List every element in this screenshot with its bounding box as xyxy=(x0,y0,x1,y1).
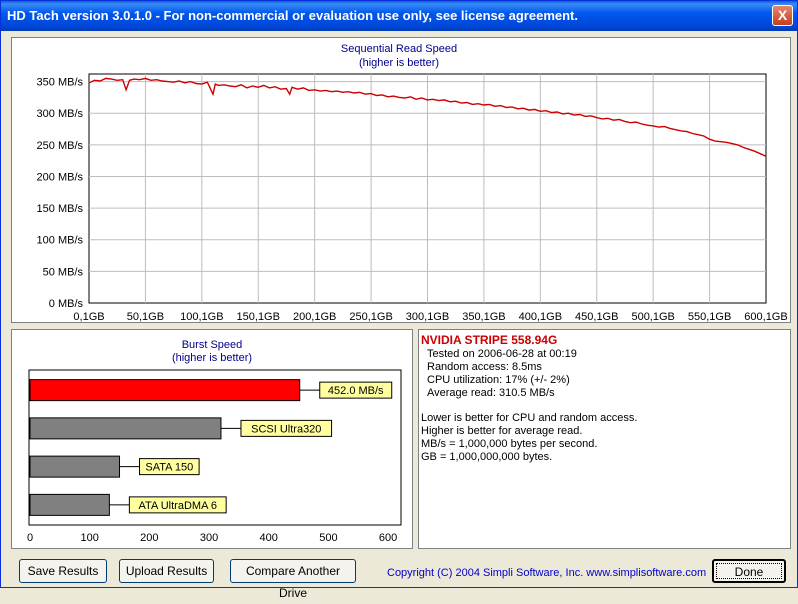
burst-label-box xyxy=(240,419,333,437)
done-button[interactable]: Done xyxy=(712,559,786,583)
burst-x-tick-label: 500 xyxy=(319,532,337,544)
upload-results-button[interactable]: Upload Results xyxy=(119,559,214,583)
burst-bar xyxy=(29,455,121,478)
seq-x-tick-label: 0,1GB xyxy=(73,311,104,322)
burst-speed-chart: Burst Speed (higher is better) 452.0 MB/… xyxy=(27,339,402,544)
tested-on: Tested on 2006-06-28 at 00:19 xyxy=(427,348,577,360)
copyright-text: Copyright (C) 2004 Simpli Software, Inc.… xyxy=(387,567,707,579)
burst-bar xyxy=(29,493,110,516)
seq-x-tick-label: 350,1GB xyxy=(462,311,505,322)
seq-y-tick-label: 50 MB/s xyxy=(43,266,84,278)
window-title: HD Tach version 3.0.1.0 - For non-commer… xyxy=(7,8,578,23)
title-bar: HD Tach version 3.0.1.0 - For non-commer… xyxy=(1,1,797,31)
sequential-read-series-line xyxy=(88,77,767,157)
note-higher-better: Higher is better for average read. xyxy=(421,425,583,437)
burst-label-box xyxy=(128,496,227,514)
burst-label-box xyxy=(319,381,393,399)
note-mbs-definition: MB/s = 1,000,000 bytes per second. xyxy=(421,438,598,450)
seq-x-tick-label: 200,1GB xyxy=(293,311,336,322)
seq-y-tick-label: 250 MB/s xyxy=(37,140,84,152)
burst-x-tick-label: 300 xyxy=(200,532,218,544)
seq-x-tick-label: 500,1GB xyxy=(631,311,674,322)
chart-title: Sequential Read Speed xyxy=(341,43,457,55)
burst-label-text: SCSI Ultra320 xyxy=(251,423,321,435)
cpu-utilization: CPU utilization: 17% (+/- 2%) xyxy=(427,374,570,386)
save-results-button[interactable]: Save Results xyxy=(19,559,107,583)
seq-x-tick-label: 300,1GB xyxy=(406,311,449,322)
sequential-read-chart: Sequential Read Speed (higher is better)… xyxy=(37,43,788,323)
close-button[interactable]: X xyxy=(772,5,793,26)
burst-x-tick-label: 200 xyxy=(140,532,158,544)
drive-name: NVIDIA STRIPE 558.94G xyxy=(421,333,558,347)
note-gb-definition: GB = 1,000,000,000 bytes. xyxy=(421,451,553,463)
results-info-panel: NVIDIA STRIPE 558.94G Tested on 2006-06-… xyxy=(418,329,791,549)
burst-x-tick-label: 600 xyxy=(379,532,397,544)
seq-x-tick-label: 50,1GB xyxy=(127,311,164,322)
seq-x-tick-label: 450,1GB xyxy=(575,311,618,322)
done-button-label: Done xyxy=(716,563,782,579)
seq-x-tick-label: 100,1GB xyxy=(180,311,223,322)
seq-y-tick-label: 300 MB/s xyxy=(37,108,84,120)
seq-x-tick-label: 550,1GB xyxy=(688,311,731,322)
burst-chart-subtitle: (higher is better) xyxy=(172,352,252,364)
seq-y-tick-label: 150 MB/s xyxy=(37,203,84,215)
burst-bar xyxy=(29,417,222,440)
burst-label-text: SATA 150 xyxy=(145,462,193,474)
average-read: Average read: 310.5 MB/s xyxy=(427,387,555,399)
burst-x-tick-label: 400 xyxy=(260,532,278,544)
seq-x-tick-label: 150,1GB xyxy=(237,311,280,322)
burst-x-tick-label: 100 xyxy=(80,532,98,544)
burst-x-tick-label: 0 xyxy=(27,532,33,544)
burst-label-box xyxy=(139,458,200,476)
burst-bar xyxy=(29,379,301,402)
seq-x-tick-label: 250,1GB xyxy=(349,311,392,322)
seq-x-tick-label: 600,1GB xyxy=(744,311,787,322)
note-lower-better: Lower is better for CPU and random acces… xyxy=(421,412,638,424)
seq-y-tick-label: 200 MB/s xyxy=(37,171,84,183)
seq-y-tick-label: 350 MB/s xyxy=(37,77,84,89)
chart-subtitle: (higher is better) xyxy=(359,57,439,69)
seq-x-tick-label: 400,1GB xyxy=(519,311,562,322)
burst-label-text: 452.0 MB/s xyxy=(328,385,384,397)
seq-y-tick-label: 0 MB/s xyxy=(49,298,84,310)
burst-chart-panel: Burst Speed (higher is better) 452.0 MB/… xyxy=(11,329,413,549)
seq-y-tick-label: 100 MB/s xyxy=(37,235,84,247)
burst-chart-title: Burst Speed xyxy=(182,339,243,351)
burst-label-text: ATA UltraDMA 6 xyxy=(139,500,217,512)
sequential-chart-panel: Sequential Read Speed (higher is better)… xyxy=(11,37,791,323)
compare-another-drive-button[interactable]: Compare Another Drive xyxy=(230,559,356,600)
random-access: Random access: 8.5ms xyxy=(427,361,542,373)
